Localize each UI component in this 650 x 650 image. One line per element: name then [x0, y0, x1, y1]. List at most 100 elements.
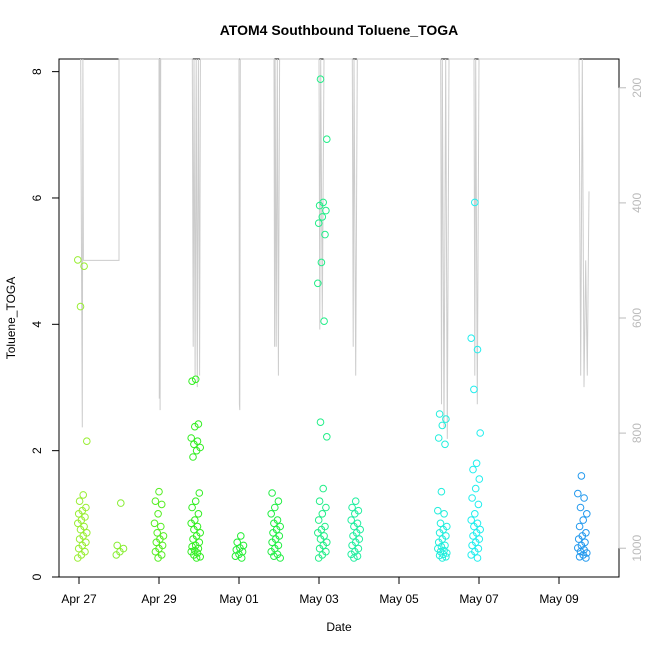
data-point — [150, 519, 159, 528]
data-point — [232, 546, 241, 554]
data-point — [188, 503, 196, 512]
data-point — [321, 230, 329, 239]
x-tick-label: Apr 27 — [61, 592, 97, 606]
data-point — [195, 538, 204, 547]
data-point — [239, 541, 248, 550]
data-point — [321, 522, 329, 531]
data-point — [471, 198, 479, 207]
right-y-tick-label: 1000 — [630, 535, 644, 562]
data-point — [80, 262, 88, 271]
data-point — [80, 522, 88, 531]
data-point — [322, 503, 330, 512]
data-point — [233, 538, 241, 547]
data-point — [351, 497, 360, 506]
data-point — [151, 497, 160, 506]
data-point — [316, 75, 325, 83]
data-point — [157, 500, 166, 509]
data-point — [441, 541, 449, 550]
data-point — [318, 510, 327, 518]
data-point — [276, 522, 285, 531]
data-point — [356, 525, 365, 534]
data-point — [323, 135, 331, 143]
chart-title: ATOM4 Southbound Toluene_TOGA — [220, 22, 459, 38]
data-point — [468, 494, 476, 502]
x-tick-label: May 03 — [299, 592, 339, 606]
data-point — [82, 503, 90, 512]
data-point — [577, 472, 586, 480]
x-tick-label: May 09 — [539, 592, 579, 606]
data-point — [474, 500, 483, 509]
data-point — [158, 541, 167, 550]
data-point — [187, 547, 195, 556]
data-point — [470, 385, 478, 394]
x-axis-label: Date — [326, 620, 352, 634]
data-point — [436, 519, 445, 528]
data-point — [355, 535, 364, 543]
data-point — [153, 529, 161, 537]
data-point — [474, 544, 483, 553]
data-point — [319, 484, 328, 493]
altitude-trace-layer — [80, 58, 590, 439]
data-point — [83, 529, 91, 537]
data-point — [275, 532, 284, 540]
data-point — [237, 532, 245, 540]
y-tick-label: 0 — [30, 573, 44, 580]
data-point — [117, 499, 125, 507]
altitude-trace-line — [80, 58, 590, 439]
data-point — [191, 546, 199, 555]
data-point — [76, 302, 85, 311]
y-axis: 0 2 4 6 8 — [30, 68, 60, 580]
y-axis-label: Toluene_TOGA — [4, 277, 18, 360]
plot-frame — [58, 58, 620, 578]
data-point — [74, 256, 82, 264]
data-point — [188, 542, 196, 551]
data-point — [81, 513, 89, 521]
data-point — [473, 554, 482, 562]
data-points-layer — [74, 75, 591, 562]
y-tick-label: 4 — [30, 321, 44, 328]
data-point — [271, 503, 279, 512]
data-point — [443, 522, 451, 531]
data-point — [583, 510, 591, 518]
data-point — [315, 497, 324, 506]
data-point — [471, 510, 479, 518]
data-point — [439, 550, 448, 559]
x-axis: Apr 27 Apr 29 May 01 May 03 May 05 May 07 May … — [61, 576, 579, 606]
data-point — [581, 538, 589, 547]
y-tick-label: 6 — [30, 194, 44, 201]
data-point — [314, 279, 322, 288]
data-point — [476, 429, 485, 437]
data-point — [469, 465, 477, 474]
data-point — [320, 317, 328, 326]
data-point — [317, 258, 326, 267]
data-point — [154, 510, 162, 518]
y-tick-label: 8 — [30, 68, 44, 75]
data-point — [347, 516, 356, 524]
data-point — [268, 489, 276, 497]
data-point — [188, 377, 196, 386]
data-point — [194, 510, 203, 518]
data-point — [475, 535, 484, 543]
x-tick-label: Apr 29 — [141, 592, 177, 606]
data-point — [438, 421, 447, 430]
right-y-tick-label: 200 — [630, 77, 644, 97]
data-point — [155, 487, 163, 496]
data-point — [434, 434, 443, 442]
data-point — [322, 206, 330, 215]
data-point — [475, 475, 484, 483]
right-y-tick-label: 600 — [630, 308, 644, 328]
data-point — [316, 418, 325, 427]
data-point — [194, 420, 203, 428]
data-point — [157, 522, 165, 531]
data-point — [191, 375, 200, 384]
right-y-axis: 200 400 600 800 1000 — [618, 77, 644, 562]
data-point — [471, 484, 480, 493]
data-point — [580, 494, 588, 502]
data-point — [157, 551, 166, 559]
data-point — [274, 541, 283, 550]
data-point — [273, 516, 282, 524]
data-point — [314, 516, 323, 524]
data-point — [467, 334, 476, 343]
data-point — [319, 198, 328, 207]
data-point — [348, 503, 356, 512]
